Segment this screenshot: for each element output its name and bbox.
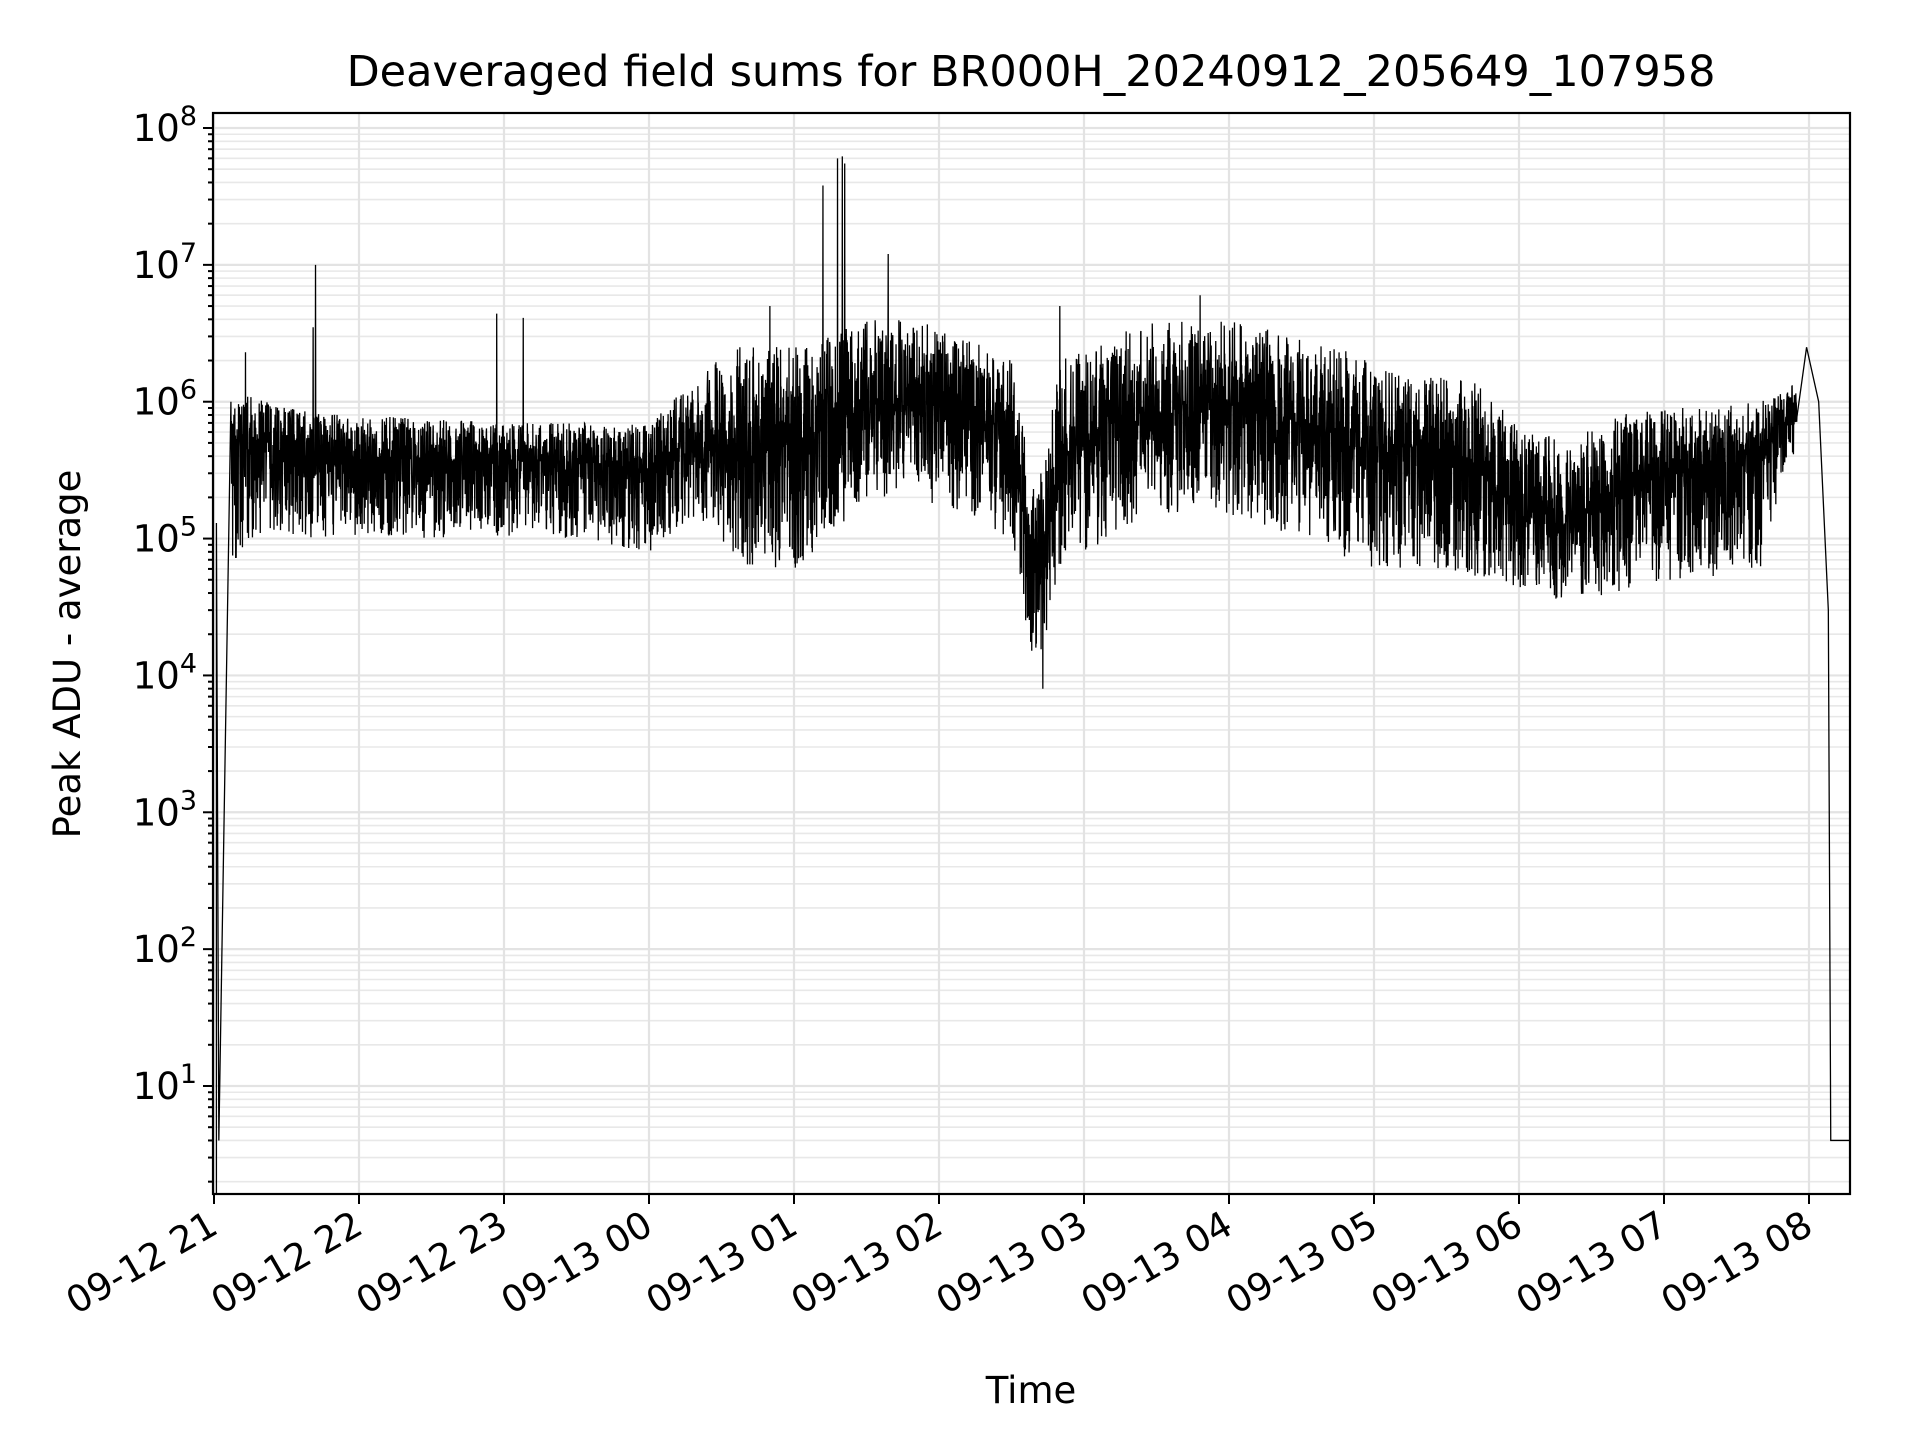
minor-gridlines — [213, 133, 1850, 1183]
series-layer — [215, 156, 1850, 1194]
x-axis-label: Time — [985, 1369, 1077, 1412]
y-tick-label: 103 — [133, 785, 197, 834]
plot-frame — [211, 111, 1852, 1196]
y-tick-label: 101 — [133, 1059, 197, 1108]
y-axis-label: Peak ADU - average — [46, 470, 89, 839]
y-tick-label: 102 — [133, 922, 197, 971]
y-axis-ticks: 101 102 103 104 105 106 107 108 — [133, 101, 213, 1183]
y-tick-label: 104 — [133, 648, 197, 697]
y-tick-label: 106 — [133, 375, 197, 424]
series-line — [215, 156, 1850, 1194]
y-tick-label: 108 — [133, 101, 197, 150]
y-tick-label: 105 — [133, 512, 197, 561]
major-gridlines — [212, 113, 1850, 1194]
chart-title: Deaveraged field sums for BR000H_2024091… — [347, 47, 1716, 97]
y-tick-label: 107 — [133, 238, 197, 287]
